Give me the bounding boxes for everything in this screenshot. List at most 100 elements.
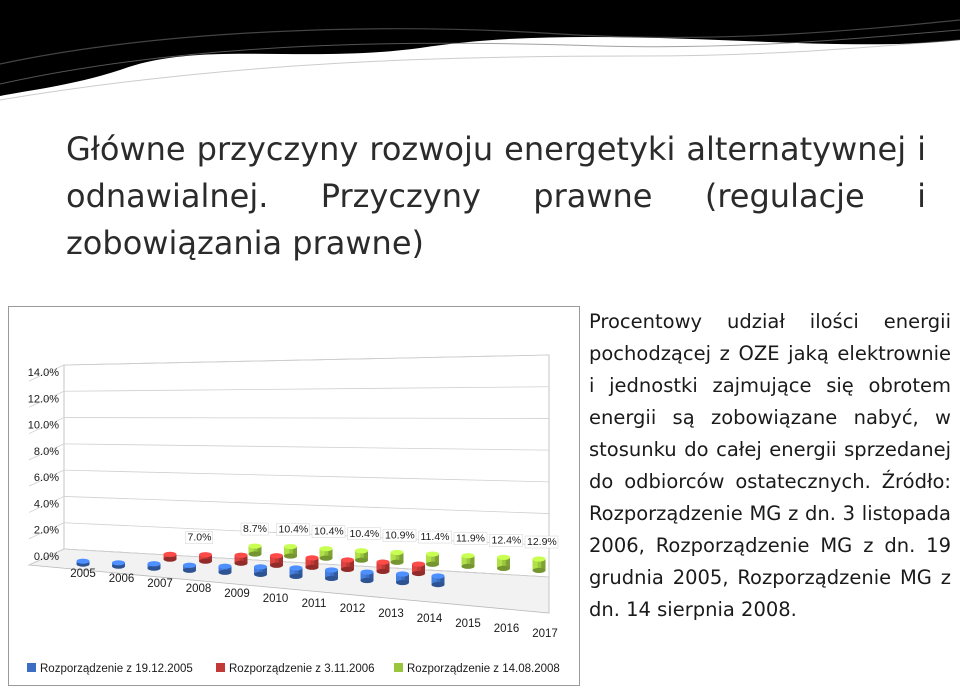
cylinder-top: [355, 548, 368, 554]
cylinder-highlight: [163, 554, 169, 560]
data-label-text: 10.4%: [279, 524, 309, 536]
bar-0-1: [112, 560, 125, 569]
legend-swatch: [394, 663, 403, 672]
cylinder-bottom: [412, 570, 425, 577]
cylinder-highlight: [234, 555, 240, 564]
cylinder-highlight: [254, 566, 260, 575]
cylinder-highlight: [270, 555, 276, 566]
cylinder-top: [360, 569, 374, 575]
cylinder-highlight: [183, 565, 189, 571]
cylinder-shadow: [191, 565, 196, 571]
cylinder-bottom: [218, 569, 232, 575]
gridline-side: [28, 548, 65, 566]
x-tick-label: 2011: [302, 598, 327, 610]
cylinder-highlight: [355, 550, 361, 561]
cylinder-shadow: [349, 559, 354, 570]
data-label-box: [311, 525, 346, 538]
x-tick-label: 2013: [378, 608, 404, 620]
cylinder-top: [234, 552, 248, 558]
data-label: 10.4%: [347, 527, 381, 541]
data-label: 10.4%: [276, 523, 310, 536]
cylinder-highlight: [426, 554, 432, 565]
cylinder-top: [461, 553, 475, 559]
legend-swatch: [216, 663, 225, 672]
data-label: 10.9%: [382, 529, 417, 542]
cylinder-shadow: [292, 546, 297, 557]
cylinder-highlight: [431, 575, 437, 585]
cylinder-bottom: [376, 568, 390, 575]
gridline-side: [28, 522, 65, 540]
cylinder-highlight: [319, 548, 325, 559]
gridline-side: [28, 496, 65, 513]
cylinder-body: [396, 573, 409, 583]
slide-title: Główne przyczyny rozwoju energetyki alte…: [66, 130, 926, 262]
gridline-side: [28, 443, 65, 461]
cylinder-top: [199, 552, 212, 558]
cylinder-highlight: [147, 563, 153, 569]
cylinder-top: [254, 564, 267, 570]
data-label: 8.7%: [240, 522, 269, 536]
data-label-box: [453, 532, 488, 545]
bar-2-5: [284, 543, 297, 559]
cylinder-highlight: [390, 552, 396, 563]
bar-2-8: [390, 549, 404, 565]
x-tick-label: 2014: [417, 613, 443, 625]
data-label-box: [382, 529, 417, 542]
cylinder-body: [305, 557, 319, 568]
cylinder-body: [497, 557, 510, 569]
cylinder-highlight: [199, 554, 205, 562]
bar-0-6: [289, 565, 303, 579]
cylinder-shadow: [156, 563, 161, 569]
cylinder-body: [325, 570, 338, 579]
cylinder-shadow: [262, 566, 267, 575]
bar-2-7: [355, 548, 368, 563]
cylinder-top: [412, 561, 425, 567]
y-tick-label: 0.0%: [34, 551, 59, 563]
y-tick-label: 8.0%: [34, 446, 59, 458]
data-label: 12.4%: [489, 534, 523, 547]
cylinder-highlight: [325, 570, 331, 579]
data-label-box: [489, 534, 523, 547]
cylinder-shadow: [257, 546, 262, 555]
cylinder-shadow: [172, 554, 177, 560]
legend-swatch: [27, 663, 36, 672]
cylinder-top: [325, 567, 338, 573]
y-tick-label: 10.0%: [28, 420, 59, 432]
cylinder-highlight: [248, 546, 254, 555]
data-label-box: [524, 535, 559, 549]
cylinder-body: [532, 559, 546, 571]
cylinder-bottom: [254, 571, 267, 577]
bar-0-5: [254, 564, 267, 577]
cylinder-shadow: [385, 562, 390, 572]
cylinder-shadow: [541, 559, 546, 571]
cylinder-body: [284, 546, 297, 557]
cylinder-top: [163, 551, 177, 557]
legend-item: Rozporządzenie z 14.08.2008: [394, 663, 560, 675]
data-label-text: 8.7%: [243, 523, 267, 535]
cylinder-bottom: [431, 581, 445, 588]
gridline-side: [28, 390, 65, 408]
bar-1-2: [163, 551, 177, 562]
bar-0-7: [325, 567, 338, 582]
cylinder-bottom: [289, 573, 303, 579]
bar-2-4: [248, 543, 262, 557]
bar-2-6: [319, 546, 333, 561]
cylinder-highlight: [376, 562, 382, 572]
cylinder-chart: 0.0% 2.0% 4.0% 6.0% 8.0% 10.0% 12.0% 14.0% 7.0%…: [27, 354, 560, 675]
data-label-box: [185, 531, 213, 544]
cylinder-highlight: [341, 559, 347, 570]
data-label-box: [276, 523, 310, 536]
bar-2-9: [426, 551, 439, 567]
cylinder-top: [532, 556, 546, 562]
chart-description: Procentowy udział ilości energii pochodz…: [589, 310, 951, 621]
data-label-box: [418, 530, 452, 544]
y-tick-label: 14.0%: [28, 367, 59, 379]
cylinder-highlight: [412, 564, 418, 574]
bar-0-3: [183, 562, 196, 573]
cylinder-bottom: [305, 564, 319, 570]
cylinder-bottom: [355, 557, 368, 563]
cylinder-body: [431, 575, 445, 585]
cylinder-top: [270, 553, 283, 559]
cylinder-body: [270, 555, 283, 566]
x-tick-label: 2010: [263, 593, 289, 605]
